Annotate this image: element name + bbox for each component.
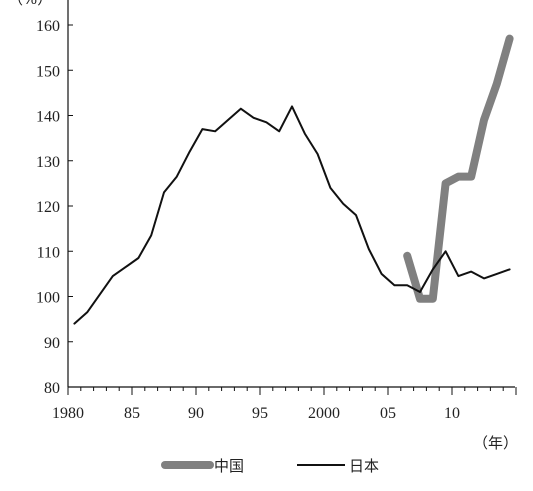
legend-label: 中国	[214, 457, 244, 475]
x-tick-label: 1980	[52, 405, 84, 422]
y-tick-label: 90	[44, 335, 60, 352]
x-tick-label: 90	[188, 405, 204, 422]
y-tick-label: 130	[36, 154, 60, 171]
chart-axes: 80 90 100 110 120 130 140 150 160 1980 85 90 95 2000 0…	[36, 0, 517, 422]
x-tick-label: 05	[380, 405, 396, 422]
x-unit-label: （年）	[473, 434, 518, 452]
x-tick-label: 2000	[308, 405, 340, 422]
chart-series	[73, 34, 514, 325]
y-tick-label: 160	[36, 18, 60, 35]
legend-label: 日本	[349, 457, 379, 475]
series-line	[73, 105, 511, 325]
y-tick-label: 80	[44, 380, 60, 397]
x-tick-label: 10	[444, 405, 460, 422]
y-tick-label: 120	[36, 199, 60, 216]
x-tick-label: 85	[124, 405, 140, 422]
y-unit-label: （%）	[8, 0, 52, 8]
x-tick-label: 95	[252, 405, 268, 422]
y-tick-label: 150	[36, 63, 60, 80]
y-tick-label: 140	[36, 109, 60, 126]
y-tick-label: 100	[36, 290, 60, 307]
chart-legend: 中国 日本	[161, 457, 379, 475]
y-tick-label: 110	[37, 244, 60, 261]
series-line	[403, 34, 514, 303]
